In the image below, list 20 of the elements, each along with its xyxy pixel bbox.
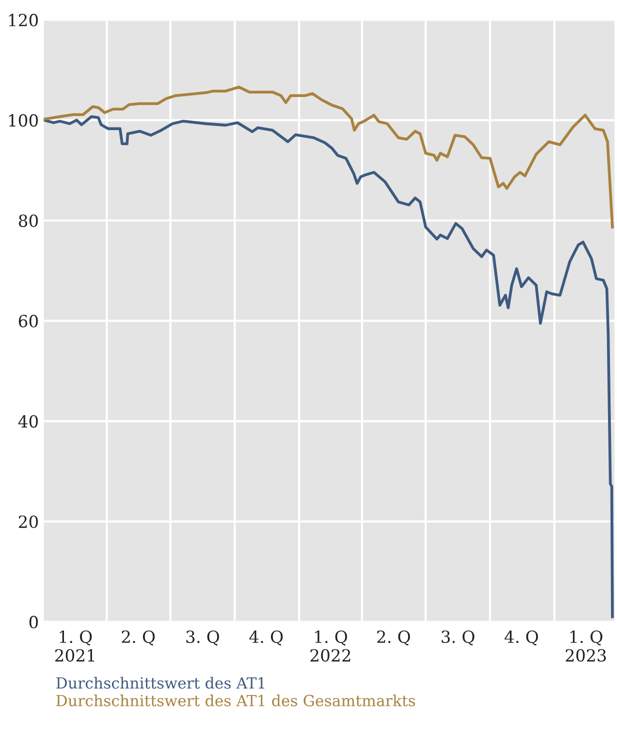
y-tick-label: 80: [18, 214, 38, 228]
x-tick-label: 4. Q: [504, 630, 538, 646]
x-tick-label: 1. Q 2021: [55, 630, 94, 662]
y-tick-label: 20: [18, 515, 38, 528]
y-tick-label: 40: [18, 415, 38, 428]
y-tick-label: 60: [18, 314, 38, 328]
y-tick-label: 100: [9, 114, 38, 127]
x-tick-label: 4. Q: [249, 630, 283, 646]
line-series: [44, 86, 614, 228]
text: Durchschnittswert des AT1: [56, 676, 264, 689]
x-tick-label: 1. Q 2023: [566, 630, 606, 662]
text: Durchschnittswert des AT1 des Gesamtmarkts: [56, 694, 415, 706]
x-tick-label: 2. Q: [377, 630, 410, 646]
y-tick-label: 0: [29, 616, 38, 628]
x-tick-label: 3. Q: [186, 630, 220, 646]
line-series: [44, 115, 614, 618]
x-tick-label: 1. Q 2022: [310, 630, 350, 662]
x-tick-label: 2. Q: [122, 630, 155, 646]
x-tick-label: 3. Q: [442, 630, 474, 646]
y-tick-label: 120: [9, 14, 38, 26]
